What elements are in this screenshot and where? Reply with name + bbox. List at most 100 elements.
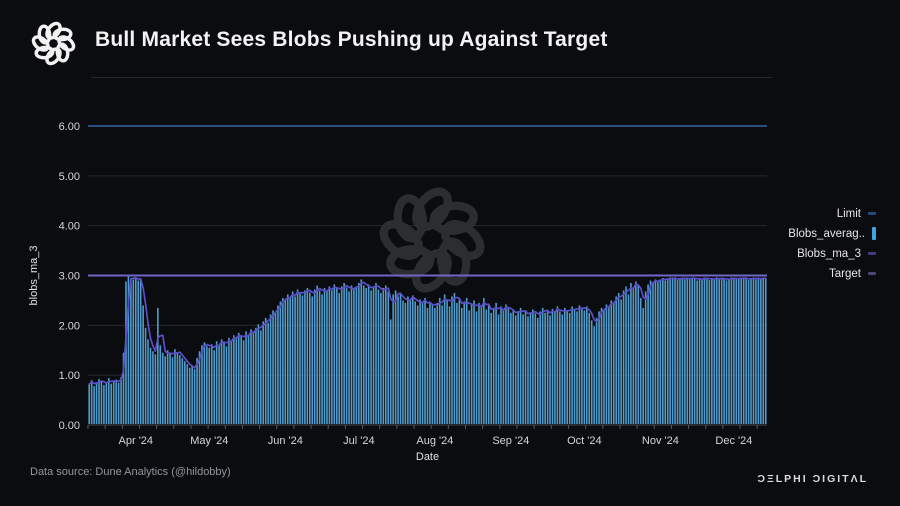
blobs-average-bar xyxy=(733,278,735,424)
blobs-average-bar xyxy=(323,287,326,424)
blobs-average-bar xyxy=(573,309,576,424)
blobs-average-bar xyxy=(652,282,654,425)
legend-item-blobs-average[interactable]: Blobs_averag.. xyxy=(788,226,876,241)
blobs-average-bar xyxy=(127,276,130,424)
blobs-average-bar xyxy=(201,345,203,424)
blobs-average-bar xyxy=(262,321,265,424)
blobs-average-bar xyxy=(730,277,733,424)
blobs-average-bar xyxy=(402,300,404,424)
page-title: Bull Market Sees Blobs Pushing up Agains… xyxy=(95,28,608,51)
blobs-average-bar xyxy=(161,352,164,424)
watermark-knot-logo xyxy=(378,186,486,294)
blobs-average-bar xyxy=(460,307,463,424)
blobs-average-bar xyxy=(416,305,419,424)
blobs-average-bar xyxy=(404,302,407,424)
blobs-average-bar xyxy=(360,279,363,424)
blobs-average-bar xyxy=(387,291,390,424)
blobs-average-bar xyxy=(343,282,345,425)
blobs-average-bar xyxy=(98,379,100,424)
blobs-average-bar xyxy=(764,278,767,424)
blobs-average-bar xyxy=(394,290,397,424)
blobs-average-bar xyxy=(593,326,595,424)
blobs-average-bar xyxy=(274,312,277,425)
blobs-average-bar xyxy=(90,380,93,424)
blobs-average-bar xyxy=(289,297,291,425)
legend-item-blobs-ma-3[interactable]: Blobs_ma_3 xyxy=(797,246,876,261)
blobs-average-bar xyxy=(174,349,176,424)
blobs-average-bar xyxy=(559,311,561,424)
blobs-average-bar xyxy=(610,300,613,424)
blobs-average-bar xyxy=(321,294,323,424)
blobs-average-bar xyxy=(443,294,446,424)
blobs-average-bar xyxy=(706,278,708,424)
blobs-average-bar xyxy=(740,277,743,424)
blobs-average-bar xyxy=(313,289,316,424)
blobs-average-bar xyxy=(715,277,718,424)
blobs-average-bar xyxy=(551,308,554,424)
blobs-average-bar xyxy=(331,290,333,424)
blobs-average-bar xyxy=(296,289,299,424)
y-tick-label: 0.00 xyxy=(59,420,80,432)
blobs-average-bar xyxy=(206,346,208,424)
blobs-average-bar xyxy=(419,299,421,424)
blobs-average-bar xyxy=(500,306,502,424)
blobs-average-bar xyxy=(257,324,260,424)
x-tick-label: Oct '24 xyxy=(567,435,602,447)
blobs-average-bar xyxy=(612,302,615,424)
blobs-average-bar xyxy=(456,302,458,424)
blobs-average-bar xyxy=(350,285,353,424)
blobs-average-bar xyxy=(301,295,304,424)
blobs-average-bar xyxy=(497,314,500,424)
blobs-average-bar xyxy=(703,277,706,424)
blobs-average-bar xyxy=(708,279,711,425)
blobs-average-bar xyxy=(152,351,154,424)
blobs-average-bar xyxy=(630,282,632,425)
blobs-average-bar xyxy=(737,277,740,424)
blobs-average-bar xyxy=(541,307,544,424)
blobs-average-bar xyxy=(164,356,166,424)
blobs-average-bar xyxy=(617,292,620,424)
blobs-average-bar xyxy=(372,286,375,424)
blobs-average-bar xyxy=(595,317,598,424)
blobs-average-bar xyxy=(318,290,321,424)
blobs-average-bar xyxy=(429,301,431,424)
blobs-average-bar xyxy=(563,307,566,424)
blobs-average-bar xyxy=(524,310,527,424)
blobs-average-bar xyxy=(581,307,583,424)
blobs-average-bar xyxy=(193,369,196,424)
blobs-average-bar xyxy=(534,313,537,424)
blobs-average-bar xyxy=(684,279,686,424)
blobs-average-bar xyxy=(642,307,644,424)
blobs-average-bar xyxy=(340,286,343,424)
blobs-average-bar xyxy=(365,287,367,424)
x-axis-title: Date xyxy=(416,451,439,463)
blobs-average-bar xyxy=(485,309,488,424)
blobs-average-bar xyxy=(571,306,573,424)
legend-item-limit[interactable]: Limit xyxy=(837,206,876,221)
blobs-average-bar xyxy=(389,319,392,424)
blobs-average-bar xyxy=(299,292,301,424)
legend-item-target[interactable]: Target xyxy=(829,266,876,281)
blobs-average-bar xyxy=(478,302,480,424)
blobs-average-bar xyxy=(745,277,747,424)
legend-label: Blobs_averag.. xyxy=(788,227,865,240)
delphi-digital-wordmark: ƆΞLPHI ƆIGITΛL xyxy=(757,473,868,485)
blobs-average-bar xyxy=(157,307,159,424)
blobs-average-bar xyxy=(333,284,336,424)
blobs-average-bar xyxy=(451,296,453,424)
blobs-average-bar xyxy=(328,286,331,424)
blobs-average-bar xyxy=(382,287,385,424)
blobs-average-bar xyxy=(237,332,240,424)
blobs-average-bar xyxy=(536,317,539,424)
blobs-average-bar xyxy=(693,278,696,424)
blobs-average-bar xyxy=(446,300,448,424)
blobs-average-bar xyxy=(510,312,512,425)
legend-label: Target xyxy=(829,267,861,280)
blobs-average-bar xyxy=(184,361,186,424)
blobs-average-bar xyxy=(399,292,402,424)
x-tick-label: Apr '24 xyxy=(119,435,154,447)
blobs-average-bar xyxy=(586,306,588,424)
blobs-average-bar xyxy=(117,382,120,424)
blobs-average-bar xyxy=(95,382,98,424)
blobs-average-bar xyxy=(385,285,387,424)
